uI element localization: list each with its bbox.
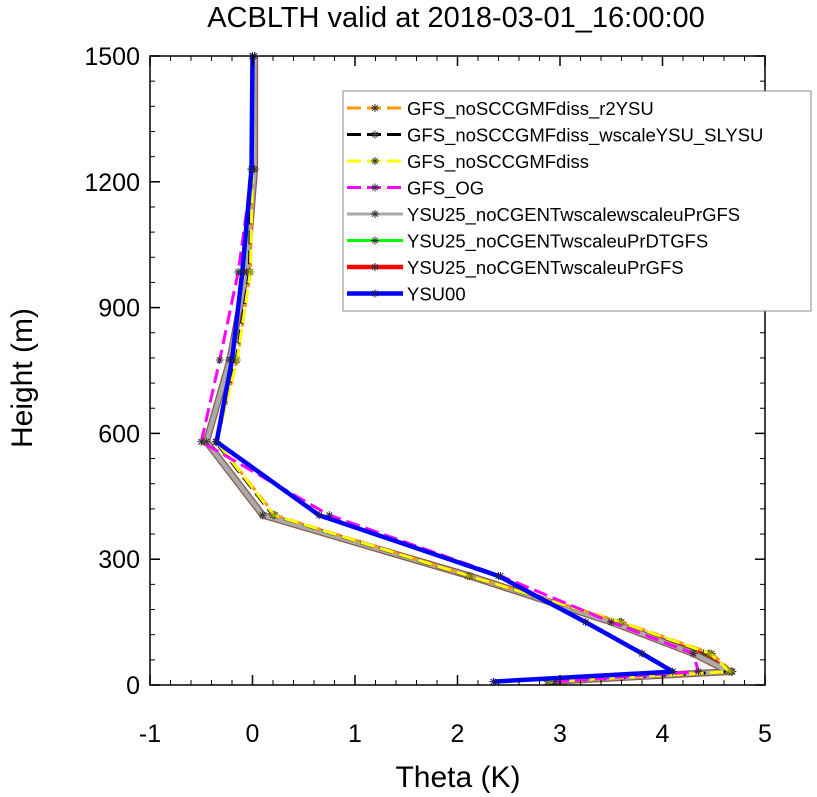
legend: GFS_noSCCGMFdiss_r2YSU GFS_noSCCGMFdiss_w… bbox=[342, 90, 812, 312]
chart-title: ACBLTH valid at 2018-03-01_16:00:00 bbox=[207, 2, 705, 34]
legend-label: YSU25_noCGENTwscaleuPrDTGFS bbox=[407, 231, 708, 253]
series-8-point bbox=[581, 618, 590, 627]
x-tick-label: 1 bbox=[348, 720, 362, 748]
x-tick-label: 5 bbox=[758, 720, 772, 748]
legend-entry-3: GFS_noSCCGMFdiss bbox=[347, 151, 589, 173]
series-8-point bbox=[212, 437, 221, 446]
legend-entry-2: GFS_noSCCGMFdiss_wscaleYSU_SLYSU bbox=[347, 125, 763, 147]
series-8-point bbox=[315, 511, 324, 520]
x-tick-label: 4 bbox=[656, 720, 670, 748]
legend-box bbox=[342, 90, 812, 312]
series-4-point bbox=[694, 667, 703, 676]
legend-entry-5: YSU25_noCGENTwscalewscaleuPrGFS bbox=[347, 204, 740, 226]
x-tick-label: 3 bbox=[553, 720, 567, 748]
legend-marker bbox=[371, 157, 379, 165]
series-8-point bbox=[668, 667, 677, 676]
legend-marker bbox=[371, 104, 379, 112]
legend-marker bbox=[371, 289, 379, 298]
series-3-point bbox=[464, 571, 473, 580]
series-3-point bbox=[270, 511, 279, 520]
legend-entry-4: GFS_OG bbox=[347, 178, 484, 200]
series-4-point bbox=[607, 618, 616, 627]
series-8-point bbox=[638, 649, 646, 658]
x-tick-label: -1 bbox=[139, 720, 161, 748]
y-tick-label: 900 bbox=[98, 295, 140, 323]
y-axis-label: Height (m) bbox=[6, 308, 39, 448]
legend-entry-7: YSU25_noCGENTwscaleuPrGFS bbox=[347, 257, 684, 279]
series-4-point bbox=[689, 649, 698, 658]
series-3-point bbox=[705, 649, 714, 658]
y-tick-label: 300 bbox=[98, 546, 140, 574]
legend-entry-8: YSU00 bbox=[347, 284, 466, 305]
x-tick-label: 2 bbox=[451, 720, 465, 748]
series-8-point bbox=[228, 356, 236, 365]
y-tick-label: 1200 bbox=[84, 169, 140, 197]
legend-label: YSU25_noCGENTwscalewscaleuPrGFS bbox=[407, 204, 740, 226]
legend-marker bbox=[371, 210, 379, 218]
y-tick-label: 0 bbox=[126, 672, 140, 700]
legend-entry-1: GFS_noSCCGMFdiss_r2YSU bbox=[347, 98, 654, 120]
series-8-point bbox=[494, 571, 503, 580]
series-5-point bbox=[258, 511, 267, 520]
y-tick-label: 1500 bbox=[84, 43, 140, 71]
legend-label: YSU25_noCGENTwscaleuPrGFS bbox=[407, 257, 684, 279]
legend-label: YSU00 bbox=[407, 284, 466, 305]
y-tick-label: 600 bbox=[98, 420, 140, 448]
series-3-point bbox=[246, 267, 255, 276]
legend-marker bbox=[371, 130, 379, 139]
legend-entry-6: YSU25_noCGENTwscaleuPrDTGFS bbox=[347, 231, 708, 253]
series-3-point bbox=[726, 667, 735, 676]
x-tick-label: 0 bbox=[246, 720, 260, 748]
axes-layer: -1 0 1 2 3 4 5 0 300 600 900 1200 1500 bbox=[84, 43, 772, 748]
legend-label: GFS_noSCCGMFdiss_wscaleYSU_SLYSU bbox=[407, 125, 763, 147]
legend-label: GFS_noSCCGMFdiss bbox=[407, 151, 589, 173]
series-8-point bbox=[247, 165, 256, 174]
legend-marker bbox=[371, 236, 379, 245]
series-4-point bbox=[215, 356, 224, 365]
legend-label: GFS_noSCCGMFdiss_r2YSU bbox=[407, 98, 654, 120]
series-8-point bbox=[238, 267, 247, 276]
series-4-point bbox=[197, 437, 206, 446]
x-axis-label: Theta (K) bbox=[395, 761, 520, 794]
legend-marker bbox=[371, 183, 379, 192]
series-8 bbox=[212, 52, 677, 686]
legend-marker bbox=[371, 263, 379, 271]
legend-label: GFS_OG bbox=[407, 178, 484, 200]
